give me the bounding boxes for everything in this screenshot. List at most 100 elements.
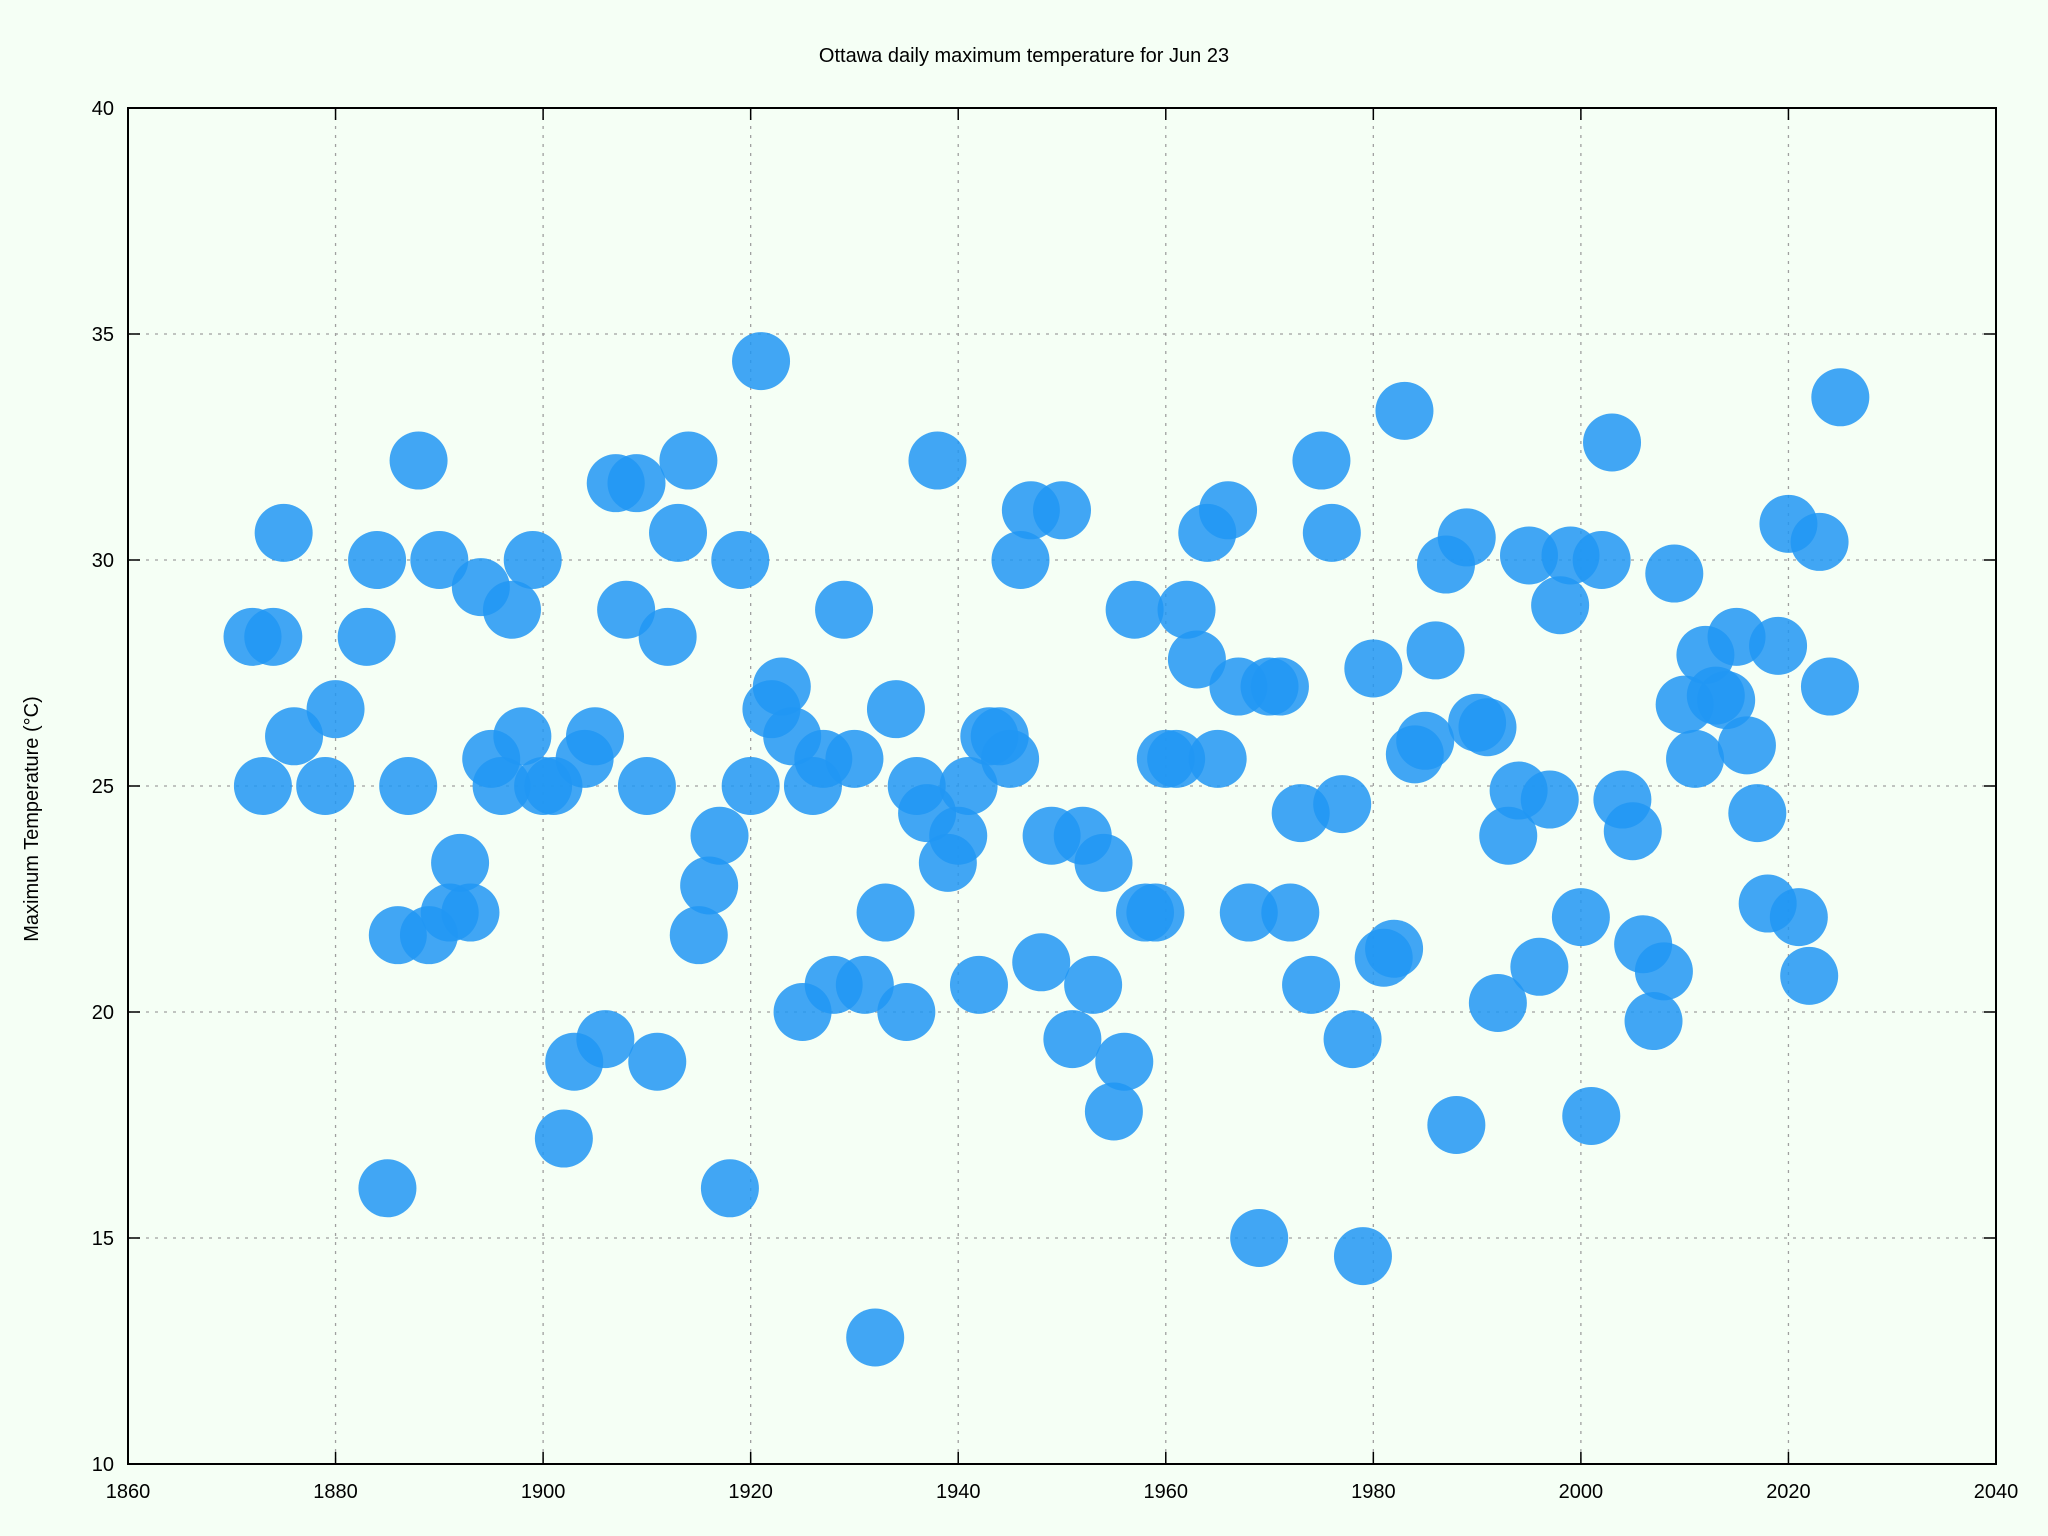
data-point bbox=[1084, 1082, 1143, 1141]
data-point bbox=[1199, 481, 1258, 540]
data-point bbox=[835, 955, 894, 1014]
data-point bbox=[721, 757, 780, 815]
data-point bbox=[929, 806, 988, 865]
data-point bbox=[1624, 992, 1683, 1051]
data-point bbox=[877, 983, 936, 1041]
data-point bbox=[1531, 576, 1590, 635]
data-point bbox=[1551, 888, 1610, 947]
data-point bbox=[690, 806, 749, 865]
data-point bbox=[1520, 770, 1579, 829]
data-point bbox=[1396, 711, 1455, 770]
data-point bbox=[991, 531, 1050, 589]
data-point bbox=[856, 883, 915, 942]
data-point bbox=[597, 580, 656, 639]
data-points bbox=[223, 332, 1870, 1367]
data-point bbox=[680, 856, 739, 915]
data-point bbox=[1468, 973, 1527, 1032]
data-point bbox=[244, 607, 303, 666]
y-tick-label: 20 bbox=[92, 1002, 114, 1024]
data-point bbox=[628, 1032, 687, 1091]
data-point bbox=[348, 531, 407, 589]
data-point bbox=[1043, 1010, 1102, 1069]
x-tick-label: 2020 bbox=[1766, 1481, 1811, 1503]
x-tick-label: 1900 bbox=[521, 1481, 566, 1503]
data-point bbox=[649, 503, 708, 562]
data-point bbox=[866, 680, 925, 739]
y-tick-label: 30 bbox=[92, 550, 114, 572]
data-point bbox=[534, 1109, 593, 1168]
data-point bbox=[441, 883, 500, 942]
data-point bbox=[1406, 621, 1465, 680]
data-point bbox=[472, 757, 531, 815]
axis-ticks: 1860 1880 1900 1920 1940 1960 1980 2000 2020 2040… bbox=[92, 98, 2019, 1503]
data-point bbox=[337, 607, 396, 666]
data-point bbox=[1437, 508, 1496, 567]
data-point bbox=[981, 729, 1040, 788]
data-point bbox=[752, 657, 811, 716]
data-point bbox=[1645, 544, 1704, 603]
data-point bbox=[410, 531, 469, 589]
y-tick-label: 25 bbox=[92, 776, 114, 798]
y-tick-label: 10 bbox=[92, 1454, 114, 1476]
data-point bbox=[1064, 955, 1123, 1014]
chart-title: Ottawa daily maximum temperature for Jun… bbox=[819, 45, 1229, 67]
data-point bbox=[607, 454, 666, 513]
data-point bbox=[1375, 381, 1434, 440]
data-point bbox=[1157, 580, 1216, 639]
data-point bbox=[1219, 883, 1278, 942]
y-tick-label: 40 bbox=[92, 98, 114, 120]
y-axis-title: Maximum Temperature (°C) bbox=[21, 696, 43, 941]
x-tick-label: 2040 bbox=[1974, 1481, 2019, 1503]
x-tick-label: 1880 bbox=[313, 1481, 358, 1503]
data-point bbox=[1427, 1096, 1486, 1154]
data-point bbox=[482, 580, 541, 639]
x-tick-label: 1940 bbox=[936, 1481, 981, 1503]
data-point bbox=[233, 757, 292, 815]
data-point bbox=[732, 332, 791, 391]
data-point bbox=[1105, 580, 1164, 639]
x-tick-label: 1860 bbox=[106, 1481, 151, 1503]
data-point bbox=[1282, 955, 1341, 1014]
data-point bbox=[379, 757, 438, 815]
data-point bbox=[1800, 657, 1859, 716]
data-point bbox=[1479, 806, 1538, 865]
data-point bbox=[700, 1159, 759, 1218]
data-point bbox=[1728, 784, 1787, 843]
data-point bbox=[296, 757, 355, 815]
data-point bbox=[306, 680, 365, 739]
data-point bbox=[1147, 729, 1206, 788]
data-point bbox=[1333, 1227, 1392, 1286]
x-tick-label: 1920 bbox=[728, 1481, 773, 1503]
data-point bbox=[1603, 802, 1662, 861]
data-point bbox=[1562, 1086, 1621, 1145]
data-point bbox=[1033, 481, 1091, 540]
data-point bbox=[1583, 413, 1642, 472]
data-point bbox=[815, 580, 874, 639]
data-point bbox=[576, 1010, 635, 1069]
data-point bbox=[1769, 888, 1828, 947]
data-point bbox=[1365, 919, 1424, 978]
data-point bbox=[566, 707, 624, 766]
data-point bbox=[1717, 716, 1776, 775]
data-point bbox=[617, 757, 676, 815]
data-point bbox=[908, 431, 967, 490]
data-point bbox=[1095, 1032, 1154, 1091]
data-point bbox=[1302, 503, 1361, 562]
data-point bbox=[1292, 431, 1351, 490]
data-point bbox=[1749, 616, 1808, 675]
data-point bbox=[1188, 729, 1247, 788]
data-point bbox=[1250, 657, 1309, 716]
data-point bbox=[389, 431, 448, 490]
x-tick-label: 2000 bbox=[1559, 1481, 1604, 1503]
data-point bbox=[1344, 639, 1403, 698]
data-point bbox=[1697, 671, 1756, 730]
data-point bbox=[1458, 698, 1517, 757]
data-point bbox=[254, 503, 313, 562]
data-point bbox=[1811, 368, 1870, 427]
data-point bbox=[358, 1159, 417, 1218]
data-point bbox=[939, 757, 998, 815]
data-point bbox=[711, 531, 770, 589]
data-point bbox=[265, 707, 324, 766]
data-point bbox=[431, 833, 490, 892]
